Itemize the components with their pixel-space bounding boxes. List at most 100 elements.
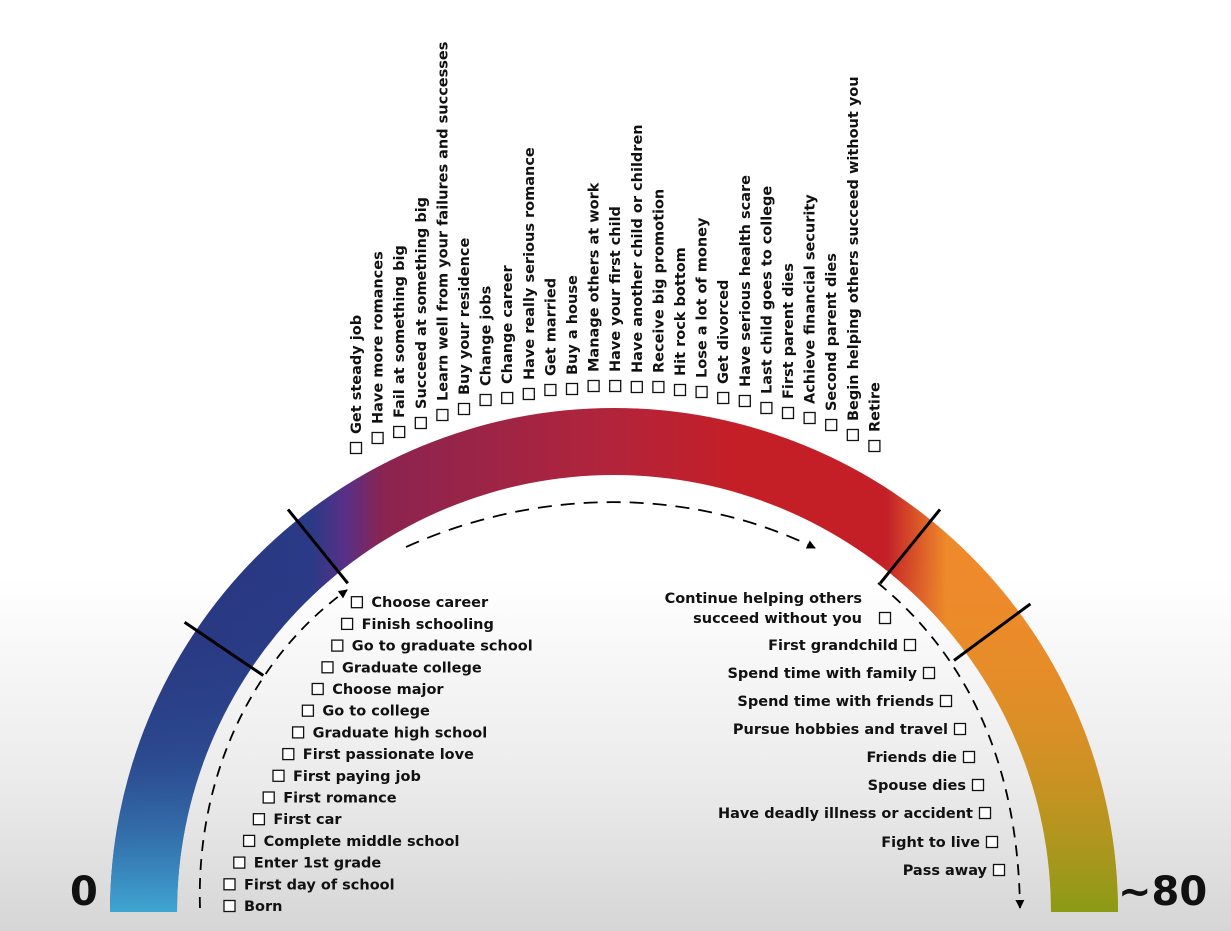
- checkbox[interactable]: [262, 791, 275, 804]
- early-life-item: Enter 1st grade: [233, 856, 381, 872]
- early-life-item-label: Finish schooling: [362, 617, 494, 633]
- late-life-item-label: Pass away: [903, 863, 988, 879]
- checkbox[interactable]: [321, 661, 334, 674]
- stage-divider-3: [879, 508, 942, 585]
- middle-life-item: Have more romances: [371, 251, 387, 445]
- late-life-item: Pursue hobbies and travel: [733, 722, 967, 738]
- checkbox[interactable]: [939, 694, 953, 708]
- middle-life-item-label: Succeed at something big: [414, 197, 430, 409]
- checkbox[interactable]: [331, 639, 344, 652]
- early-life-item-label: First paying job: [293, 769, 421, 785]
- early-life-item: First paying job: [272, 769, 421, 785]
- checkbox[interactable]: [301, 704, 315, 717]
- checkbox[interactable]: [878, 611, 892, 625]
- late-life-item: Fight to live: [881, 835, 999, 851]
- checkbox[interactable]: [291, 726, 305, 739]
- early-life-item: First passionate love: [282, 747, 474, 763]
- checkbox[interactable]: [223, 899, 236, 913]
- middle-life-item: First parent dies: [781, 263, 797, 420]
- checkbox[interactable]: [349, 441, 363, 455]
- checkbox[interactable]: [609, 379, 622, 393]
- checkbox[interactable]: [272, 769, 285, 782]
- early-life-item: First car: [252, 812, 342, 828]
- middle-life-item: Have really serious romance: [522, 147, 538, 401]
- checkbox[interactable]: [695, 385, 708, 399]
- checkbox[interactable]: [803, 411, 816, 425]
- checkbox[interactable]: [340, 617, 354, 631]
- checkbox[interactable]: [311, 682, 324, 696]
- late-life-item: Spend time with family: [727, 666, 936, 682]
- checkbox[interactable]: [985, 835, 999, 849]
- middle-life-item: Get married: [543, 278, 559, 397]
- early-life-checklist: Born First day of school Enter 1st grade Co…: [223, 595, 533, 915]
- early-life-item: Graduate college: [321, 660, 482, 676]
- checkbox[interactable]: [738, 394, 751, 408]
- checkbox[interactable]: [252, 813, 266, 826]
- middle-life-item-label: Last child goes to college: [759, 186, 775, 394]
- early-life-item: Born: [223, 899, 283, 915]
- checkbox[interactable]: [223, 878, 236, 891]
- early-life-item-label: Complete middle school: [264, 834, 460, 850]
- checkbox[interactable]: [673, 383, 687, 397]
- middle-life-item-label: Hit rock bottom: [673, 247, 689, 376]
- checkbox[interactable]: [242, 834, 256, 848]
- checkbox[interactable]: [393, 425, 406, 439]
- checkbox[interactable]: [565, 382, 579, 396]
- early-life-item-label: Go to college: [322, 704, 430, 720]
- late-life-arrow: [877, 582, 1025, 909]
- checkbox[interactable]: [717, 391, 730, 405]
- checkbox[interactable]: [825, 418, 838, 432]
- early-life-item: Go to graduate school: [331, 639, 533, 655]
- checkbox[interactable]: [868, 439, 881, 453]
- middle-life-item: Manage others at work: [587, 182, 603, 393]
- middle-life-item-label: First parent dies: [781, 263, 797, 399]
- checkbox[interactable]: [233, 856, 246, 869]
- middle-life-item: Retire: [867, 382, 883, 453]
- checkbox[interactable]: [544, 383, 557, 397]
- checkbox[interactable]: [760, 401, 773, 415]
- late-life-item-label: First grandchild: [768, 638, 898, 654]
- checkbox[interactable]: [992, 863, 1006, 877]
- checkbox[interactable]: [350, 596, 364, 609]
- early-life-item: First day of school: [223, 877, 395, 893]
- checkbox[interactable]: [971, 778, 985, 792]
- late-life-item: Have deadly illness or accident: [718, 806, 992, 822]
- late-life-item: Pass away: [903, 863, 1006, 879]
- middle-life-item: Learn well from your failures and succes…: [435, 42, 451, 422]
- early-life-item: Finish schooling: [340, 617, 494, 633]
- stage-divider-2: [286, 508, 349, 585]
- checkbox[interactable]: [501, 391, 514, 405]
- checkbox[interactable]: [522, 387, 535, 401]
- checkbox[interactable]: [846, 428, 859, 442]
- checkbox[interactable]: [630, 380, 643, 394]
- checkbox[interactable]: [962, 750, 976, 764]
- middle-life-item-label: Achieve financial security: [803, 194, 819, 404]
- checkbox[interactable]: [282, 747, 295, 761]
- middle-life-item-label: Change jobs: [479, 286, 495, 386]
- middle-life-item: Have another child or children: [630, 124, 646, 394]
- early-life-item-label: Choose career: [371, 595, 489, 611]
- checkbox[interactable]: [436, 408, 449, 422]
- middle-life-item-label: Manage others at work: [587, 182, 603, 372]
- late-life-item: Spend time with friends: [737, 694, 953, 710]
- late-life-item: First grandchild: [768, 638, 917, 654]
- checkbox[interactable]: [457, 402, 471, 416]
- checkbox[interactable]: [414, 416, 427, 430]
- middle-life-item-label: Buy a house: [565, 275, 581, 375]
- middle-life-item: Change jobs: [479, 286, 495, 407]
- middle-life-item-label: Begin helping others succeed without you: [846, 76, 862, 421]
- checkbox[interactable]: [953, 722, 967, 736]
- checkbox[interactable]: [479, 393, 492, 407]
- checkbox[interactable]: [652, 380, 665, 394]
- middle-life-item-label: Get divorced: [716, 280, 732, 384]
- checkbox[interactable]: [587, 379, 600, 393]
- early-life-item: Complete middle school: [242, 834, 460, 850]
- checkbox[interactable]: [978, 806, 992, 820]
- middle-life-item: Get divorced: [716, 280, 732, 405]
- checkbox[interactable]: [371, 431, 384, 445]
- checkbox[interactable]: [922, 666, 936, 680]
- middle-life-item: Have your first child: [608, 206, 624, 393]
- checkbox[interactable]: [903, 638, 917, 652]
- checkbox[interactable]: [781, 406, 795, 420]
